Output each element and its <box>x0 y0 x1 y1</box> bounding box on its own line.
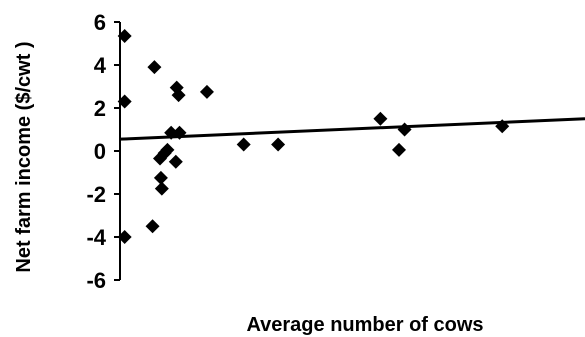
y-tick-label: -2 <box>86 182 106 207</box>
data-point <box>117 94 132 109</box>
data-point <box>164 125 179 140</box>
data-point <box>172 125 187 140</box>
data-point <box>171 88 186 103</box>
y-tick-label: 4 <box>94 53 107 78</box>
data-point <box>160 142 175 157</box>
data-point <box>373 111 388 126</box>
y-tick-label: 2 <box>94 96 106 121</box>
data-point <box>495 119 510 134</box>
data-point <box>153 170 168 185</box>
data-point <box>168 154 183 169</box>
data-point <box>117 230 132 244</box>
y-tick-labels: 6 4 2 0 -2 -4 -6 <box>86 10 106 293</box>
data-point <box>147 60 162 75</box>
data-point <box>397 122 412 137</box>
trendline-group <box>119 117 585 141</box>
data-point <box>199 84 214 99</box>
trendline <box>119 117 585 141</box>
data-point <box>271 137 286 152</box>
y-tick-label: 6 <box>94 10 106 35</box>
y-tick-label: -6 <box>86 268 106 293</box>
y-axis <box>114 21 121 281</box>
y-tick-label: -4 <box>86 225 106 250</box>
y-tick-label: 0 <box>94 139 106 164</box>
data-point <box>392 142 406 157</box>
x-axis-title: Average number of cows <box>246 314 483 336</box>
data-point <box>154 181 169 196</box>
y-axis-title: Net farm income ($/cwt ) <box>13 41 35 272</box>
data-point <box>145 219 160 234</box>
data-point <box>117 28 132 43</box>
data-point <box>236 137 251 152</box>
data-points <box>117 28 510 244</box>
